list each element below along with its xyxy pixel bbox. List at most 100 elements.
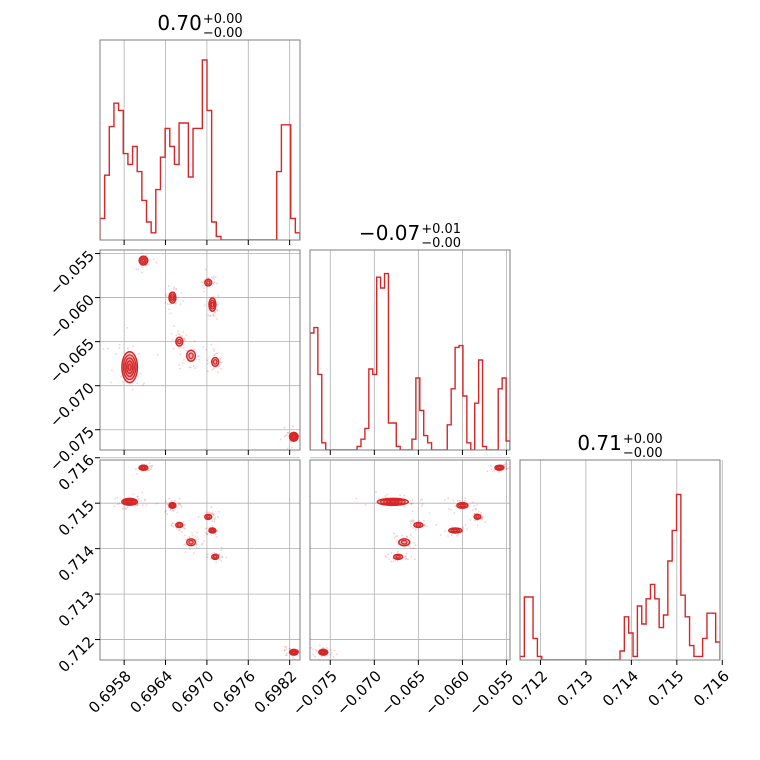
sample-point (412, 519, 415, 522)
sample-point (195, 543, 198, 546)
sample-point (212, 514, 215, 516)
contour-inner (291, 435, 296, 439)
sample-point (421, 504, 423, 507)
histogram-panel-2: −0.07 +0.01−0.00 (309, 221, 511, 451)
sample-point (150, 465, 153, 467)
sample-point (216, 304, 219, 306)
sample-point (395, 539, 398, 542)
scatter-panel-1-2 (99, 249, 302, 451)
sample-point (131, 388, 134, 391)
x-tick-label: 0.714 (599, 667, 642, 710)
sample-point (456, 499, 459, 502)
sample-point (407, 541, 410, 544)
sample-point (300, 436, 302, 438)
sample-point (144, 499, 147, 502)
sample-point (284, 654, 287, 657)
sample-point (480, 511, 483, 514)
sample-point (221, 555, 224, 558)
sample-point (175, 288, 177, 291)
y-tick-label: 0.712 (55, 633, 98, 676)
sample-point (212, 314, 215, 317)
contour-inner (125, 360, 134, 374)
y-tick-label: 0.713 (55, 587, 98, 630)
sample-point (197, 355, 200, 358)
sample-point (125, 508, 128, 511)
sample-point (201, 542, 204, 545)
contour-outer (185, 349, 197, 362)
sample-point (137, 268, 140, 271)
sample-point (213, 315, 215, 318)
sample-point (314, 655, 316, 658)
sample-point (149, 464, 152, 467)
sample-point (421, 503, 424, 505)
sample-point (174, 302, 177, 305)
sample-point (183, 523, 185, 526)
sample-point (212, 283, 215, 285)
sample-point (169, 303, 171, 306)
contour-cluster-6 (204, 513, 213, 521)
contour-inner (141, 466, 146, 470)
sample-point (172, 287, 175, 290)
sample-point (471, 501, 474, 504)
sample-point (484, 521, 487, 523)
sample-point (284, 434, 287, 437)
sample-point (213, 513, 216, 515)
sample-point (212, 275, 215, 278)
sample-point (155, 261, 158, 264)
panel-content (113, 461, 300, 660)
sample-point (184, 551, 187, 554)
sample-point (283, 435, 286, 438)
sample-point (220, 546, 223, 549)
sample-point (171, 522, 174, 525)
sample-point (138, 352, 140, 355)
sample-point (284, 646, 287, 649)
sample-point (179, 367, 181, 370)
sample-point (457, 533, 460, 536)
sample-point (135, 268, 138, 271)
sample-point (355, 497, 358, 500)
sample-point (450, 534, 453, 537)
sample-point (196, 536, 199, 539)
histogram-step-line-2 (310, 272, 510, 450)
sample-point (185, 334, 188, 336)
sample-point (177, 330, 179, 333)
sample-point (403, 506, 406, 508)
contour-inner (459, 503, 465, 508)
sample-point (176, 511, 179, 514)
sample-point (142, 383, 145, 386)
sample-point (118, 343, 121, 346)
contour-cluster-8 (210, 356, 220, 368)
sample-point (136, 382, 139, 385)
sample-point (331, 651, 333, 654)
sample-point (214, 517, 216, 520)
sample-point (183, 337, 186, 340)
sample-point (481, 516, 484, 519)
sample-point (166, 303, 169, 305)
panel-title-2: −0.07 +0.01−0.00 (359, 221, 461, 251)
panel-title-3: 0.71 +0.00−0.00 (577, 431, 662, 461)
sample-point (201, 543, 203, 546)
sample-point (149, 468, 152, 471)
sample-point (169, 509, 172, 511)
sample-point (455, 534, 458, 537)
sample-point (178, 502, 181, 505)
sample-point (390, 552, 393, 555)
sample-point (216, 318, 218, 320)
sample-point (155, 502, 158, 505)
panel-frame (309, 249, 511, 451)
sample-point (203, 287, 205, 290)
sample-point (447, 508, 450, 510)
sample-point (283, 426, 286, 429)
sample-point (216, 529, 219, 532)
sample-point (476, 504, 478, 506)
sample-point (452, 499, 455, 502)
sample-point (385, 556, 388, 559)
sample-point (330, 649, 333, 651)
sample-point (206, 553, 209, 556)
sample-point (428, 512, 431, 514)
contour-inner (210, 301, 215, 308)
sample-point (180, 531, 183, 533)
sample-point (178, 503, 180, 506)
sample-point (283, 649, 286, 652)
